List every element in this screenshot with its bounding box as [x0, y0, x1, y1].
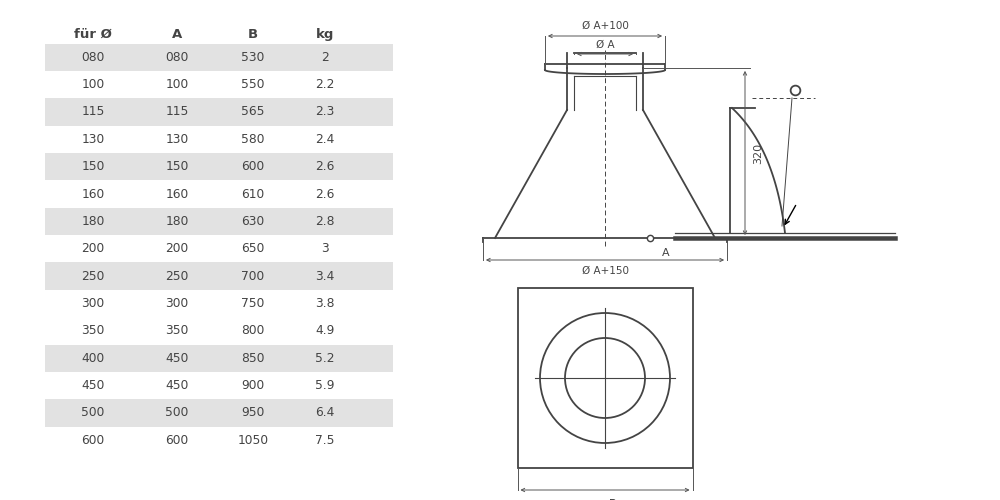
Text: 300: 300	[81, 297, 105, 310]
Text: 700: 700	[241, 270, 265, 282]
Text: 160: 160	[81, 188, 105, 200]
Text: 2.4: 2.4	[315, 133, 335, 146]
Text: 450: 450	[81, 379, 105, 392]
Bar	[45, 208, 393, 235]
Text: 900: 900	[241, 379, 265, 392]
Text: 580: 580	[241, 133, 265, 146]
Bar	[45, 400, 393, 426]
Text: 950: 950	[241, 406, 265, 420]
Text: 080: 080	[165, 51, 189, 64]
Text: 650: 650	[241, 242, 265, 256]
Text: 3: 3	[321, 242, 329, 256]
Text: 2.6: 2.6	[315, 160, 335, 173]
Text: 250: 250	[81, 270, 105, 282]
Text: 2.3: 2.3	[315, 106, 335, 118]
Text: 200: 200	[81, 242, 105, 256]
Text: 250: 250	[165, 270, 189, 282]
Text: 350: 350	[81, 324, 105, 338]
Text: 4.9: 4.9	[315, 324, 335, 338]
Text: 180: 180	[81, 215, 105, 228]
Text: 500: 500	[165, 406, 189, 420]
Text: 350: 350	[165, 324, 189, 338]
Bar	[45, 44, 393, 71]
Text: 450: 450	[165, 352, 189, 364]
Text: 5.9: 5.9	[315, 379, 335, 392]
Text: 400: 400	[81, 352, 105, 364]
Text: 6.4: 6.4	[315, 406, 335, 420]
Bar	[45, 344, 393, 372]
Text: 3.4: 3.4	[315, 270, 335, 282]
Text: 600: 600	[241, 160, 265, 173]
Text: □ B: □ B	[594, 497, 616, 500]
Text: 100: 100	[165, 78, 189, 91]
Text: 7.5: 7.5	[315, 434, 335, 447]
Text: 160: 160	[165, 188, 189, 200]
Text: 450: 450	[165, 379, 189, 392]
Text: 2.6: 2.6	[315, 188, 335, 200]
Text: 2: 2	[321, 51, 329, 64]
Text: 600: 600	[165, 434, 189, 447]
Text: 180: 180	[165, 215, 189, 228]
Text: 100: 100	[81, 78, 105, 91]
Text: B: B	[248, 28, 258, 41]
Text: 610: 610	[241, 188, 265, 200]
Text: 320: 320	[753, 142, 763, 164]
Bar	[45, 153, 393, 180]
Text: 2.8: 2.8	[315, 215, 335, 228]
Text: 130: 130	[81, 133, 105, 146]
Text: 3.8: 3.8	[315, 297, 335, 310]
Text: 5.2: 5.2	[315, 352, 335, 364]
Text: 200: 200	[165, 242, 189, 256]
Text: 130: 130	[165, 133, 189, 146]
Text: 550: 550	[241, 78, 265, 91]
Text: 600: 600	[81, 434, 105, 447]
Text: 800: 800	[241, 324, 265, 338]
Text: 300: 300	[165, 297, 189, 310]
Text: 630: 630	[241, 215, 265, 228]
Text: 500: 500	[81, 406, 105, 420]
Text: Ø A+100: Ø A+100	[582, 21, 628, 31]
Text: 2.2: 2.2	[315, 78, 335, 91]
Text: A: A	[662, 248, 670, 258]
Text: Ø A: Ø A	[596, 40, 614, 50]
Text: 150: 150	[81, 160, 105, 173]
Text: 150: 150	[165, 160, 189, 173]
Text: 530: 530	[241, 51, 265, 64]
Text: 750: 750	[241, 297, 265, 310]
Bar	[45, 262, 393, 290]
Text: Ø A+150: Ø A+150	[582, 266, 629, 276]
Text: 115: 115	[81, 106, 105, 118]
Text: für Ø: für Ø	[74, 28, 112, 41]
Text: kg: kg	[316, 28, 334, 41]
Bar	[45, 98, 393, 126]
Text: 850: 850	[241, 352, 265, 364]
Text: 565: 565	[241, 106, 265, 118]
Text: 080: 080	[81, 51, 105, 64]
Text: 1050: 1050	[237, 434, 269, 447]
Bar	[518, 288, 692, 468]
Text: 115: 115	[165, 106, 189, 118]
Text: A: A	[172, 28, 182, 41]
